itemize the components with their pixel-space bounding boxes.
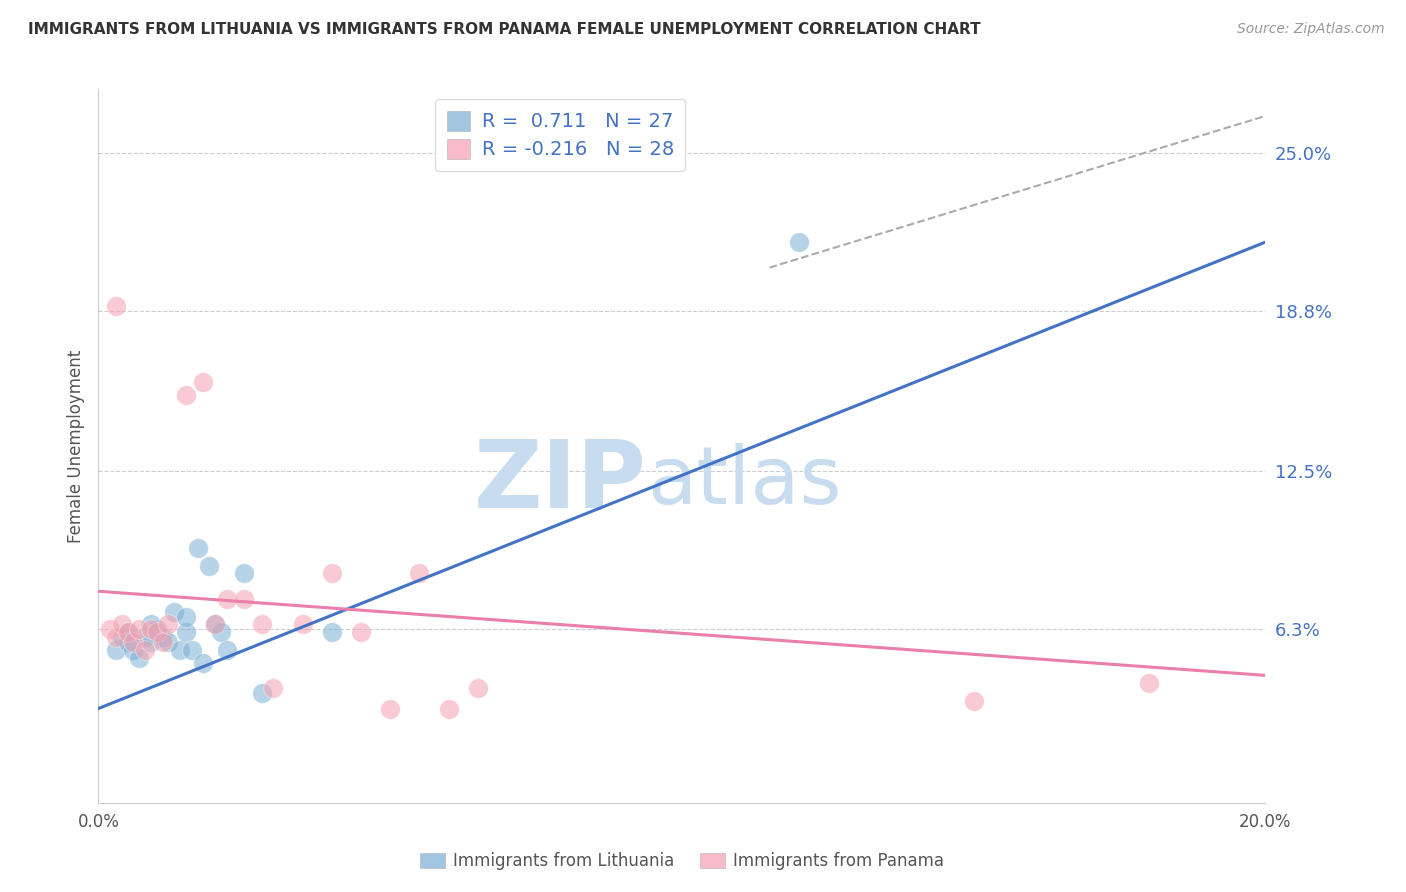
Y-axis label: Female Unemployment: Female Unemployment xyxy=(66,350,84,542)
Point xyxy=(128,650,150,665)
Point xyxy=(117,625,139,640)
Point xyxy=(204,617,226,632)
Point xyxy=(117,625,139,640)
Point xyxy=(174,625,197,640)
Point xyxy=(104,299,127,313)
Point xyxy=(180,643,202,657)
Point xyxy=(157,635,180,649)
Text: IMMIGRANTS FROM LITHUANIA VS IMMIGRANTS FROM PANAMA FEMALE UNEMPLOYMENT CORRELAT: IMMIGRANTS FROM LITHUANIA VS IMMIGRANTS … xyxy=(28,22,981,37)
Point xyxy=(187,541,209,555)
Point xyxy=(169,643,191,657)
Point xyxy=(139,635,162,649)
Legend: Immigrants from Lithuania, Immigrants from Panama: Immigrants from Lithuania, Immigrants fr… xyxy=(413,846,950,877)
Point xyxy=(250,686,273,700)
Point xyxy=(152,635,174,649)
Point xyxy=(134,643,156,657)
Point xyxy=(174,609,197,624)
Point xyxy=(233,591,256,606)
Point xyxy=(291,617,314,632)
Point xyxy=(215,643,238,657)
Text: atlas: atlas xyxy=(647,442,841,521)
Text: Source: ZipAtlas.com: Source: ZipAtlas.com xyxy=(1237,22,1385,37)
Text: ZIP: ZIP xyxy=(474,435,647,528)
Point xyxy=(350,625,373,640)
Point xyxy=(437,701,460,715)
Point xyxy=(250,617,273,632)
Point xyxy=(262,681,284,695)
Point xyxy=(193,376,215,390)
Point xyxy=(163,605,186,619)
Point xyxy=(787,235,810,249)
Point xyxy=(321,566,343,581)
Point xyxy=(408,566,430,581)
Point xyxy=(467,681,489,695)
Point xyxy=(117,635,139,649)
Point xyxy=(128,623,150,637)
Point xyxy=(134,630,156,644)
Point xyxy=(321,625,343,640)
Point xyxy=(139,617,162,632)
Point xyxy=(378,701,402,715)
Point xyxy=(215,591,238,606)
Point xyxy=(122,635,145,649)
Point xyxy=(174,388,197,402)
Point xyxy=(98,623,121,637)
Point xyxy=(146,623,169,637)
Point xyxy=(104,643,127,657)
Point xyxy=(233,566,256,581)
Point xyxy=(209,625,232,640)
Point xyxy=(157,617,180,632)
Point xyxy=(111,630,134,644)
Point xyxy=(152,630,174,644)
Point xyxy=(122,643,145,657)
Point xyxy=(204,617,226,632)
Point xyxy=(193,656,215,670)
Point xyxy=(104,630,127,644)
Point xyxy=(139,623,162,637)
Point xyxy=(198,558,221,573)
Point xyxy=(1137,676,1160,690)
Point xyxy=(962,694,984,708)
Point xyxy=(146,625,169,640)
Point xyxy=(111,617,134,632)
